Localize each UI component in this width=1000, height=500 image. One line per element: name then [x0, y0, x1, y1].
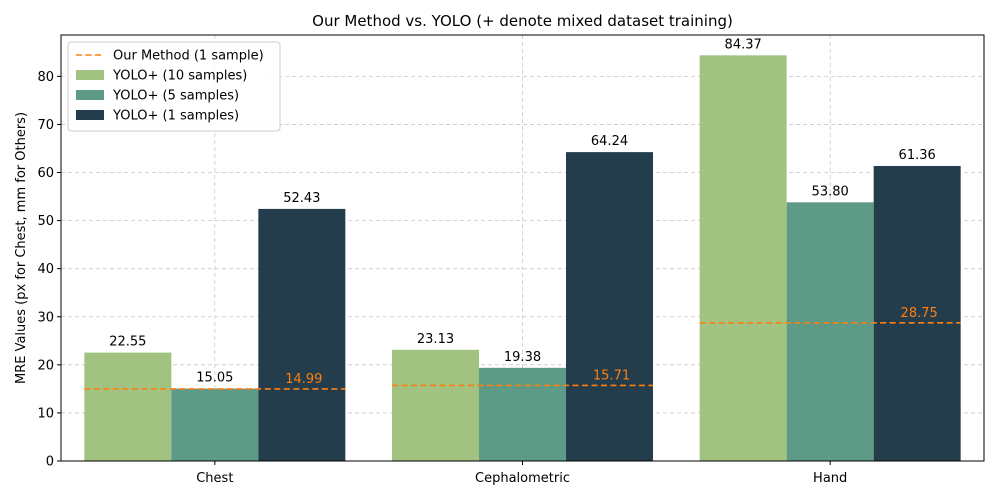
bar — [566, 152, 653, 461]
legend-label: YOLO+ (10 samples) — [112, 69, 247, 84]
legend-swatch — [76, 90, 104, 100]
y-tick-label: 10 — [37, 406, 54, 421]
bar — [873, 165, 961, 461]
bar — [258, 208, 346, 461]
bars-group — [84, 55, 961, 461]
reference-lines-group — [84, 321, 961, 390]
bar-value-label: 15.05 — [196, 371, 233, 386]
reference-value-label: 28.75 — [901, 306, 938, 321]
legend: Our Method (1 sample) YOLO+ (10 samples) Y… — [67, 41, 281, 132]
x-tick-label: Chest — [196, 471, 233, 486]
y-tick-label: 30 — [37, 310, 54, 325]
y-tick-label: 20 — [37, 358, 54, 373]
data-labels-group: 22.55 23.13 84.37 15.05 19.38 53.80 52.43 64.24… — [109, 37, 938, 387]
bar — [699, 55, 787, 461]
reference-value-label: 15.71 — [593, 368, 630, 383]
legend-box — [67, 41, 281, 132]
bar-value-label: 19.38 — [504, 350, 541, 365]
bar — [392, 349, 479, 461]
y-tick-label: 80 — [37, 70, 54, 85]
bar-value-label: 64.24 — [591, 134, 628, 149]
reference-value-label: 14.99 — [285, 372, 322, 387]
legend-label: YOLO+ (1 samples) — [112, 109, 239, 124]
legend-label: Our Method (1 sample) — [113, 49, 264, 64]
bar-value-label: 53.80 — [812, 184, 849, 199]
x-tick-label: Cephalometric — [475, 471, 570, 486]
bar-value-label: 84.37 — [725, 37, 762, 52]
x-tick-label: Hand — [813, 471, 847, 486]
legend-swatch — [76, 70, 104, 80]
y-axis: 0 10 20 30 40 50 60 70 80 — [37, 70, 61, 470]
bar — [786, 202, 874, 461]
bar — [84, 352, 172, 461]
bar-value-label: 22.55 — [109, 335, 146, 350]
legend-label: YOLO+ (5 samples) — [112, 89, 239, 104]
chart-title: Our Method vs. YOLO (+ denote mixed data… — [312, 12, 733, 30]
y-tick-label: 40 — [37, 262, 54, 277]
y-tick-label: 60 — [37, 166, 54, 181]
y-tick-label: 50 — [37, 214, 54, 229]
y-tick-label: 70 — [37, 118, 54, 133]
bar — [479, 367, 566, 461]
x-axis: Chest Cephalometric Hand — [196, 461, 847, 486]
y-tick-label: 0 — [46, 455, 54, 470]
legend-swatch — [76, 110, 104, 120]
bar-value-label: 52.43 — [283, 191, 320, 206]
bar-value-label: 61.36 — [899, 148, 936, 163]
y-axis-label: MRE Values (px for Chest, mm for Others) — [14, 112, 29, 384]
bar — [171, 388, 259, 461]
bar-value-label: 23.13 — [417, 332, 454, 347]
